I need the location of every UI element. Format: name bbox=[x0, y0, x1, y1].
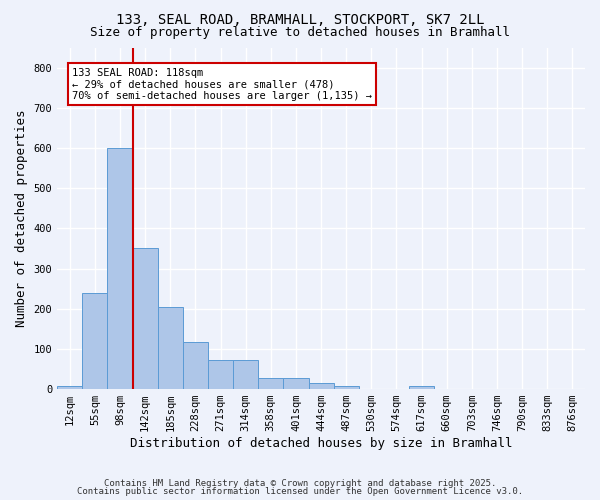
Bar bbox=[334, 386, 359, 389]
Bar bbox=[233, 360, 258, 389]
Text: Contains public sector information licensed under the Open Government Licence v3: Contains public sector information licen… bbox=[77, 487, 523, 496]
Bar bbox=[283, 378, 308, 389]
Text: 133, SEAL ROAD, BRAMHALL, STOCKPORT, SK7 2LL: 133, SEAL ROAD, BRAMHALL, STOCKPORT, SK7… bbox=[116, 12, 484, 26]
Bar bbox=[183, 342, 208, 389]
Bar bbox=[208, 360, 233, 389]
Bar bbox=[409, 386, 434, 389]
Bar bbox=[57, 386, 82, 389]
Bar bbox=[133, 248, 158, 389]
Bar bbox=[107, 148, 133, 389]
Bar bbox=[308, 384, 334, 389]
Text: Size of property relative to detached houses in Bramhall: Size of property relative to detached ho… bbox=[90, 26, 510, 39]
Y-axis label: Number of detached properties: Number of detached properties bbox=[15, 110, 28, 327]
Bar bbox=[82, 294, 107, 389]
Bar bbox=[258, 378, 283, 389]
Text: Contains HM Land Registry data © Crown copyright and database right 2025.: Contains HM Land Registry data © Crown c… bbox=[104, 478, 496, 488]
X-axis label: Distribution of detached houses by size in Bramhall: Distribution of detached houses by size … bbox=[130, 437, 512, 450]
Bar bbox=[158, 306, 183, 389]
Text: 133 SEAL ROAD: 118sqm
← 29% of detached houses are smaller (478)
70% of semi-det: 133 SEAL ROAD: 118sqm ← 29% of detached … bbox=[72, 68, 372, 101]
